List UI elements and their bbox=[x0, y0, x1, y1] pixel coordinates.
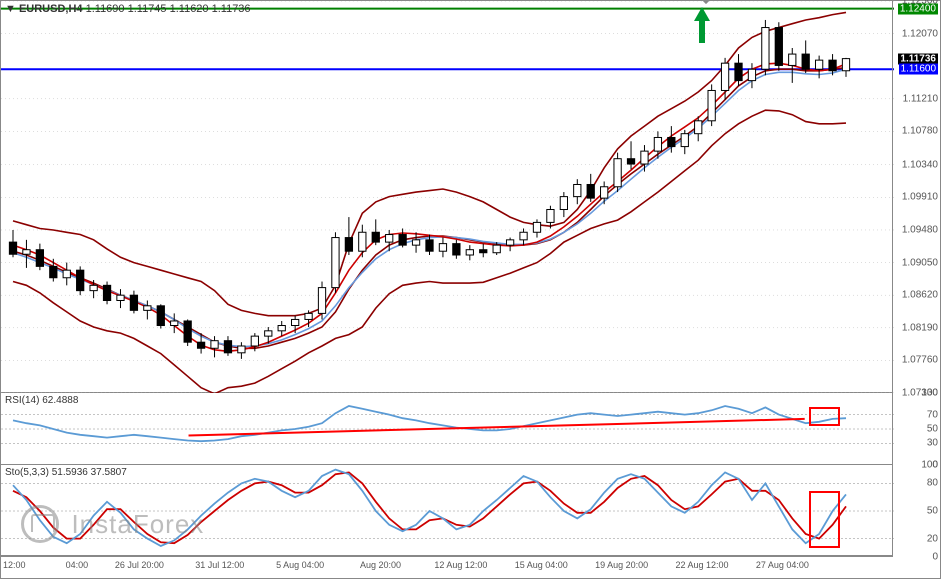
main-price-panel[interactable] bbox=[1, 1, 892, 393]
stoch-label: Sto(5,3,3) 51.5936 37.5807 bbox=[5, 467, 127, 478]
watermark: InstaForex bbox=[21, 505, 204, 543]
watermark-text: InstaForex bbox=[71, 509, 204, 539]
chart-header: ▼ EURUSD,H4 1.11690 1.11745 1.11620 1.11… bbox=[5, 3, 251, 15]
time-xaxis: 18 Jul 12:0004:0026 Jul 20:0031 Jul 12:0… bbox=[1, 555, 892, 578]
up-arrow-marker bbox=[692, 7, 712, 43]
rsi-label: RSI(14) 62.4888 bbox=[5, 395, 78, 406]
stoch-highlight-box bbox=[809, 491, 840, 548]
price-yaxis: 1.073301.077601.081901.086201.090501.094… bbox=[892, 1, 940, 393]
rsi-highlight-box bbox=[809, 407, 840, 426]
price-chart-svg bbox=[1, 1, 894, 393]
chart-container: ▼ EURUSD,H4 1.11690 1.11745 1.11620 1.11… bbox=[0, 0, 941, 579]
stoch-yaxis: 0205080100 bbox=[892, 465, 940, 557]
rsi-svg bbox=[1, 393, 894, 465]
down-arrow-marker bbox=[694, 0, 718, 4]
symbol-label: EURUSD,H4 bbox=[19, 3, 83, 15]
rsi-panel[interactable]: RSI(14) 62.4888 bbox=[1, 393, 892, 465]
ohlc-label: 1.11690 1.11745 1.11620 1.11736 bbox=[86, 3, 251, 15]
watermark-icon bbox=[21, 505, 59, 543]
rsi-yaxis: 0305070100 bbox=[892, 393, 940, 465]
